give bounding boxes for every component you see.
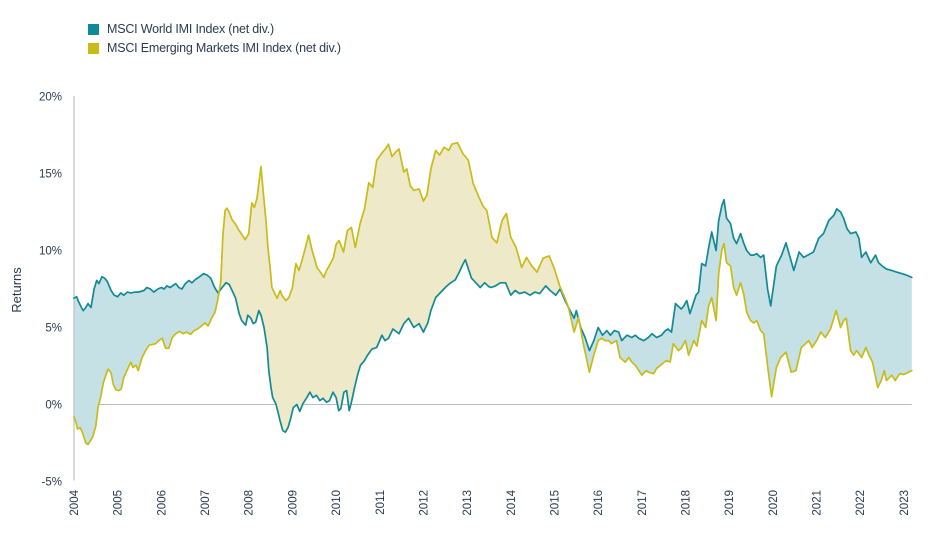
x-tick-label: 2008 [244,490,256,516]
x-tick-label: 2020 [768,490,780,516]
legend-item-world: MSCI World IMI Index (net div.) [88,20,341,38]
x-tick-label: 2018 [681,490,693,516]
x-tick-label: 2023 [899,490,911,516]
x-tick-label: 2012 [418,490,430,516]
y-tick-label: 10% [39,246,62,258]
x-tick-label: 2011 [375,490,387,515]
x-tick-label: 2009 [287,490,299,516]
y-tick-label: 15% [39,169,62,181]
world-legend-swatch-icon [88,23,99,35]
y-axis-title: Returns [9,267,24,313]
x-tick-label: 2004 [69,489,81,515]
chart-legend: MSCI World IMI Index (net div.) MSCI Eme… [88,20,341,58]
x-tick-label: 2014 [506,489,518,515]
x-tick-label: 2013 [462,490,474,516]
x-tick-label: 2021 [812,490,824,516]
em-line [73,141,913,446]
y-tick-label: 5% [45,323,62,335]
em-above-fill-segment [219,142,569,433]
world-legend-label: MSCI World IMI Index (net div.) [107,22,274,36]
world-above-fill-segment [579,199,912,395]
em-legend-swatch-icon [88,42,99,54]
x-tick-label: 2005 [113,490,125,516]
em-legend-label: MSCI Emerging Markets IMI Index (net div… [107,41,341,55]
x-tick-label: 2006 [156,490,168,516]
x-tick-label: 2015 [550,490,562,516]
x-tick-label: 2017 [637,490,649,516]
y-tick-label: -5% [42,477,62,489]
world-line [73,198,913,434]
x-tick-label: 2010 [331,490,343,516]
y-tick-label: 20% [39,92,62,104]
y-tick-label: 0% [45,400,62,412]
x-tick-label: 2007 [200,490,212,516]
x-tick-label: 2019 [724,490,736,516]
x-tick-label: 2016 [593,490,605,516]
world-above-fill-segment [74,273,220,445]
x-tick-label: 2022 [855,490,867,516]
legend-item-em: MSCI Emerging Markets IMI Index (net div… [88,39,341,57]
